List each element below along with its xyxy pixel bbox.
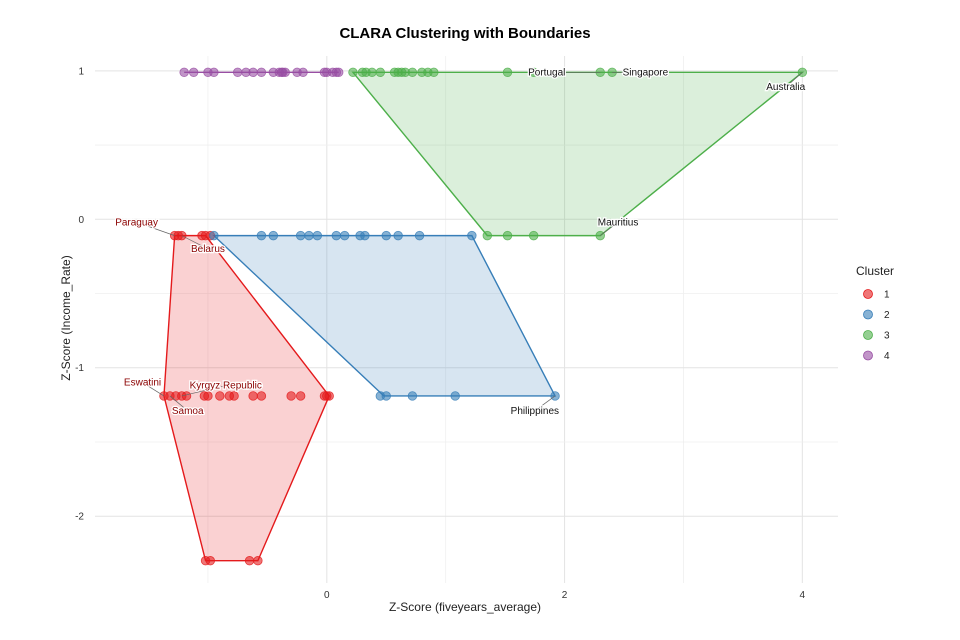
y-tick-label: 1 (78, 66, 84, 77)
cluster-2-point (209, 230, 219, 241)
annotation-label: Australia (766, 82, 805, 93)
y-tick-label: 0 (78, 215, 84, 226)
cluster-2-point (304, 230, 314, 241)
legend-title: Cluster (856, 264, 894, 278)
cluster-3-point (528, 67, 539, 78)
gridlines (95, 56, 838, 583)
cluster-4-point (256, 67, 267, 78)
cluster-2-point (268, 230, 279, 241)
annotation-leader (181, 385, 226, 397)
cluster-1-point (203, 391, 213, 401)
annotation-leader (600, 221, 619, 236)
annotation-leader (785, 72, 803, 88)
y-tick-label: -1 (75, 363, 84, 374)
cluster-2-point (467, 230, 477, 241)
cluster-3-point (502, 67, 513, 78)
cluster-2-point (295, 230, 306, 241)
cluster-4-point (334, 67, 344, 78)
cluster-boundaries (163, 71, 805, 562)
cluster-2-point (414, 230, 425, 241)
legend-key-2 (863, 309, 873, 320)
cluster-1-point (229, 391, 239, 401)
cluster-4-point (248, 67, 258, 78)
cluster-2-point (312, 230, 323, 241)
cluster-1-point (215, 391, 225, 401)
legend-key-1 (863, 289, 873, 299)
cluster-2-point (450, 391, 460, 401)
annotation-leader (169, 395, 188, 412)
cluster-4-point (232, 67, 243, 78)
cluster-3-point (407, 67, 418, 78)
cluster-1-point (205, 556, 216, 566)
chart-title: CLARA Clustering with Boundaries (339, 25, 590, 42)
x-tick-label: 2 (562, 590, 568, 601)
cluster-1-point (253, 556, 263, 566)
y-axis-title: Z-Score (Income_Rate) (59, 255, 73, 380)
legend-label-3: 3 (884, 331, 890, 342)
annotation-label: Singapore (623, 67, 669, 78)
cluster-2-point (381, 391, 391, 401)
cluster-1-point (244, 556, 255, 566)
cluster-3-point (367, 67, 377, 78)
annotation-label: Mauritius (598, 217, 639, 228)
cluster-2-point (331, 230, 342, 241)
cluster-2-point (339, 230, 350, 241)
cluster-2-point (381, 230, 391, 241)
legend-label-1: 1 (884, 290, 890, 301)
cluster-1-point (181, 391, 192, 401)
cluster-1-point (256, 391, 267, 401)
cluster-2-point (407, 391, 418, 401)
annotation-label: Philippines (511, 406, 559, 417)
annotation-leader (534, 395, 556, 412)
cluster-1-point (295, 391, 306, 401)
annotation-leader (136, 221, 175, 236)
cluster-4-point (280, 67, 290, 78)
legend: Cluster 1 2 3 4 (856, 264, 894, 362)
cluster-2-point (256, 230, 267, 241)
cluster-3-point (502, 230, 513, 241)
cluster-4-point (179, 67, 189, 78)
cluster-2-point (360, 230, 370, 241)
annotation-label: Kyrgyz Republic (190, 381, 262, 392)
data-points (159, 67, 808, 566)
annotation-leader (142, 382, 165, 397)
cluster-3-point (429, 67, 439, 78)
cluster-1-point (286, 391, 296, 401)
annotation-leader (181, 235, 209, 250)
annotation-label: Paraguay (115, 217, 158, 228)
cluster-3-boundary (351, 71, 805, 237)
x-axis-title: Z-Score (fiveyears_average) (389, 600, 541, 614)
cluster-3-point (528, 230, 539, 241)
cluster-4-point (298, 67, 308, 78)
legend-key-4 (863, 350, 873, 361)
x-tick-label: 4 (800, 590, 806, 601)
point-annotations: Paraguay Belarus Eswatini Kyrgyz Republic Sa… (114, 66, 807, 418)
y-tick-label: -2 (75, 512, 84, 523)
cluster-3-point (482, 230, 493, 241)
cluster-4-point (188, 67, 199, 78)
legend-label-2: 2 (884, 310, 890, 321)
cluster-4-point (209, 67, 219, 78)
annotation-label: Belarus (191, 244, 225, 255)
annotation-label: Eswatini (124, 378, 161, 389)
legend-label-4: 4 (884, 351, 890, 362)
cluster-1-point (248, 391, 258, 401)
cluster-2-point (393, 230, 403, 241)
x-tick-label: 0 (324, 590, 330, 601)
axis-ticks: 0 2 4 -2 -1 0 1 (75, 66, 805, 601)
cluster-3-point (348, 67, 358, 78)
annotation-label: Portugal (528, 67, 565, 78)
legend-key-3 (863, 330, 873, 340)
cluster-3-point (375, 67, 386, 78)
cluster-1-point (324, 391, 334, 401)
annotation-label: Samoa (172, 406, 204, 417)
